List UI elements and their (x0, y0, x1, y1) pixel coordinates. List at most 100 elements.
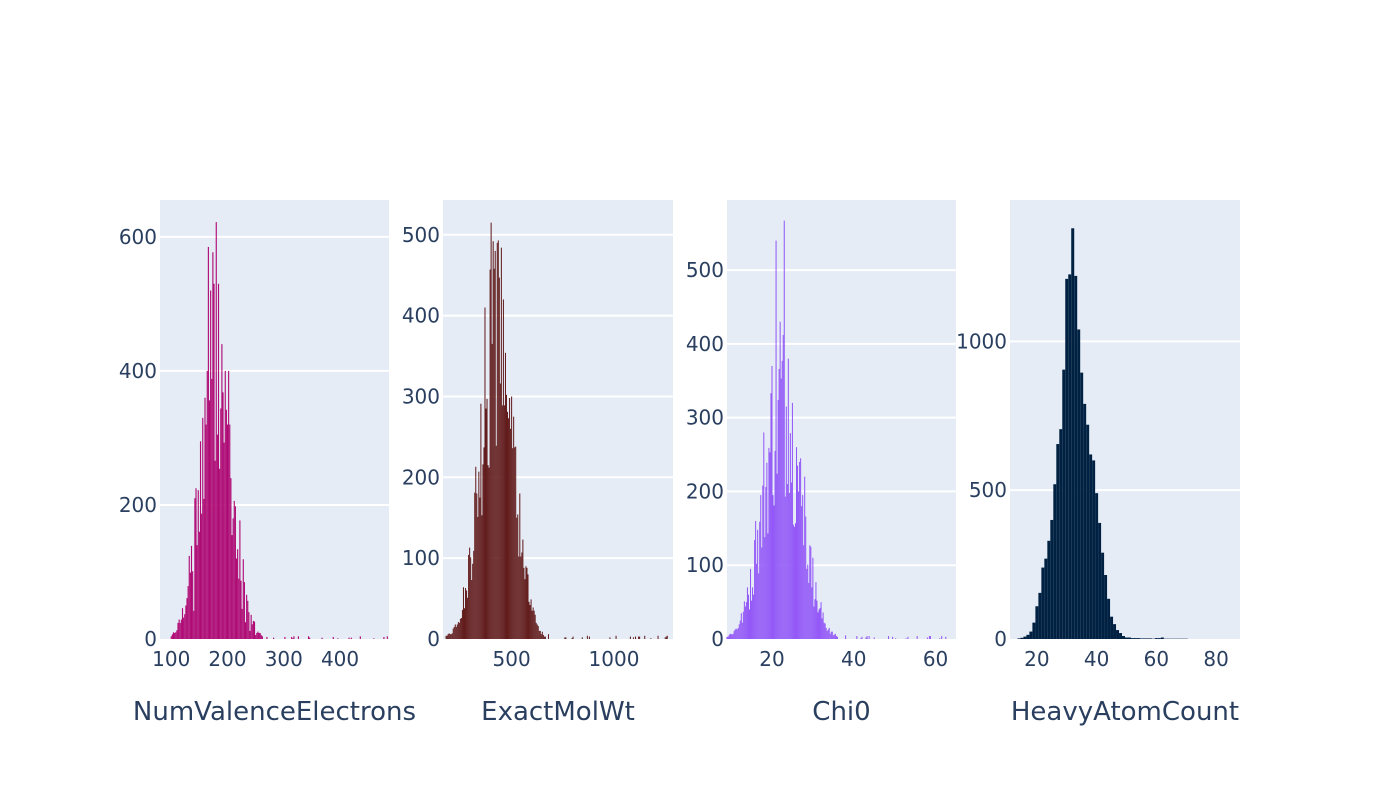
histogram-bar (664, 637, 666, 639)
histogram-bar (756, 563, 758, 639)
histogram-bar (498, 277, 500, 639)
histogram-bar (181, 608, 184, 639)
histogram-bar (505, 394, 508, 639)
histogram-bar (738, 624, 740, 639)
histogram-bar (820, 602, 822, 639)
histogram-bar (730, 633, 732, 639)
histogram-bar (490, 222, 492, 639)
histogram-bar (178, 619, 180, 639)
y-tick-label: 400 (686, 332, 724, 356)
histogram-bar (785, 406, 787, 639)
histogram-bar (337, 638, 339, 639)
subplot-2: 0 100 200 300 400 500 500 1000 ExactMolWt (402, 200, 673, 727)
histogram-bar (215, 222, 217, 639)
histogram-bar (1029, 631, 1033, 639)
histogram-bar (888, 636, 890, 639)
histogram-bar (793, 526, 795, 639)
histogram-bar (792, 524, 794, 639)
histogram-bar (258, 632, 260, 639)
histogram-bar (764, 537, 766, 639)
histogram-bar (273, 637, 275, 639)
histogram-bar (485, 408, 487, 639)
histogram-bar (1098, 522, 1102, 639)
histogram-bar (1047, 540, 1051, 639)
histogram-bar (775, 240, 777, 639)
histogram-bar (1148, 638, 1152, 639)
histogram-bar (460, 617, 462, 639)
histogram-bar (514, 447, 516, 639)
histogram-bar (802, 495, 804, 639)
histogram-bar (522, 539, 524, 639)
y-tick-label: 0 (427, 627, 440, 651)
histogram-bar (1089, 454, 1093, 639)
histogram-bar (766, 462, 768, 639)
histogram-bar (480, 403, 482, 639)
histogram-bar (527, 574, 529, 639)
histogram-bar (222, 392, 224, 639)
histogram-bar (386, 636, 388, 639)
histogram-bar (469, 547, 471, 639)
histogram-bar (1116, 630, 1120, 639)
histogram-bar (467, 597, 469, 639)
histogram-bar (517, 514, 519, 639)
y-tick-label: 0 (711, 627, 724, 651)
histogram-bar (321, 637, 323, 639)
histogram-bar (1068, 274, 1072, 639)
x-axis-title: Chi0 (812, 697, 870, 727)
histogram-bar (483, 447, 485, 639)
histogram-bar (1154, 638, 1158, 639)
histogram-bar (928, 636, 930, 639)
histogram-bar (470, 557, 472, 639)
histogram-bar (241, 608, 243, 639)
histogram-bar (194, 498, 196, 639)
histogram-bar (1122, 636, 1125, 639)
histogram-bar (228, 370, 230, 639)
histogram-bar (520, 556, 522, 639)
histogram-bar (741, 622, 743, 639)
y-tick-label: 300 (686, 406, 724, 430)
histogram-bar (510, 428, 512, 639)
histogram-bar (1026, 634, 1030, 639)
histogram-bar (466, 590, 468, 639)
histogram-bar (541, 631, 543, 639)
histogram-bar (905, 638, 907, 639)
histogram-bar (538, 630, 540, 639)
histogram-bar (787, 358, 789, 639)
histogram-bar (206, 370, 208, 639)
histogram-bar (383, 636, 385, 639)
histogram-bar (762, 485, 764, 639)
histogram-bar (250, 614, 252, 639)
histogram-bar (504, 352, 506, 639)
subplot-1: 0 200 400 600 100 200 300 400 NumValenceElectron… (119, 200, 416, 727)
histogram-bar (192, 571, 194, 639)
y-tick-label: 100 (686, 553, 724, 577)
histogram-bar (348, 637, 350, 639)
histogram-bar (486, 398, 488, 639)
histogram-bar (831, 631, 833, 639)
histogram-bar (638, 636, 640, 639)
histogram-bar (537, 626, 539, 639)
histogram-bar (916, 636, 918, 639)
histogram-bar (748, 609, 751, 639)
histogram-bar (297, 636, 299, 639)
histogram-bar (774, 450, 776, 639)
histogram-bar (755, 520, 757, 639)
histogram-bar (214, 460, 216, 639)
histogram-bar (746, 587, 748, 639)
histogram-bar (184, 614, 186, 639)
histogram-bar (665, 636, 667, 639)
histogram-bar (542, 634, 544, 639)
histogram-bar (465, 588, 467, 639)
histogram-bar (373, 638, 375, 639)
histogram-bar (501, 405, 503, 639)
histogram-bar (816, 600, 818, 639)
histogram-bar (813, 606, 815, 639)
histogram-bar (780, 378, 782, 639)
histogram-bar (745, 602, 747, 639)
histogram-bar (188, 555, 190, 639)
histogram-bar (731, 634, 733, 639)
histogram-bar (516, 517, 518, 639)
y-tick-label: 500 (686, 258, 724, 282)
histogram-bar (544, 636, 546, 639)
histogram-bar (1023, 636, 1027, 639)
